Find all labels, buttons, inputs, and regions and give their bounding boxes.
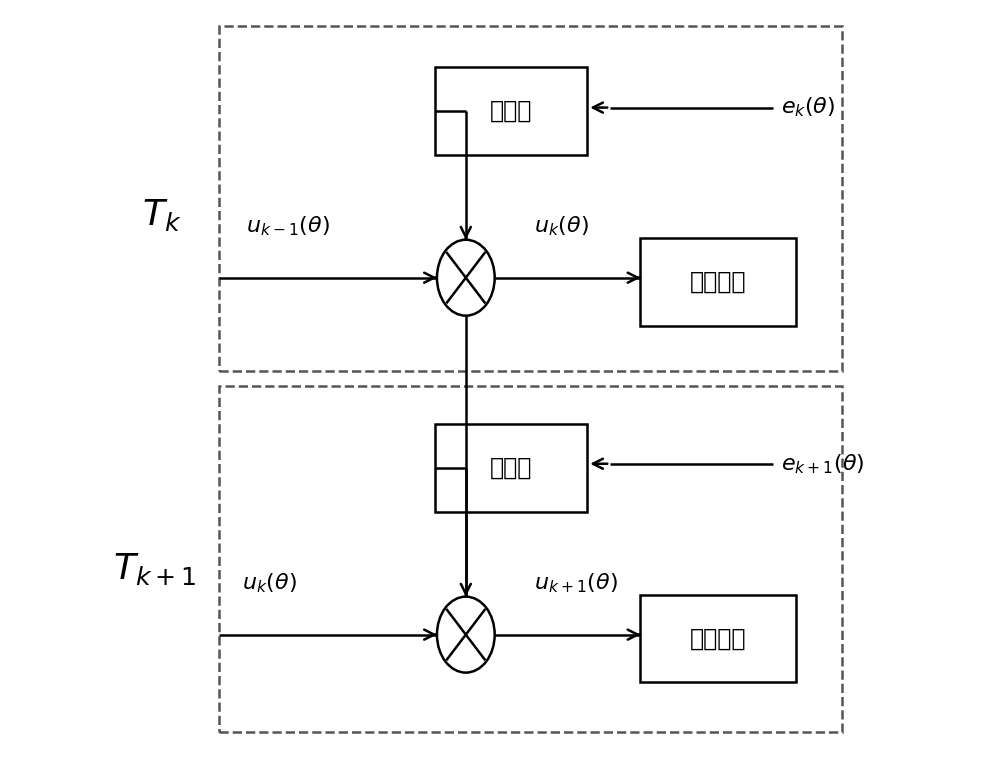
FancyBboxPatch shape	[640, 595, 796, 682]
Text: $T_{k+1}$: $T_{k+1}$	[113, 551, 196, 587]
FancyBboxPatch shape	[435, 425, 587, 512]
Ellipse shape	[437, 239, 495, 316]
FancyBboxPatch shape	[435, 67, 587, 155]
Text: $u_k(\theta)$: $u_k(\theta)$	[242, 571, 297, 595]
Text: 学习律: 学习律	[490, 456, 533, 480]
Text: $u_k(\theta)$: $u_k(\theta)$	[534, 215, 589, 238]
Ellipse shape	[437, 597, 495, 672]
Text: $T_k$: $T_k$	[142, 197, 182, 233]
Text: 学习律: 学习律	[490, 99, 533, 123]
Text: $e_k(\theta)$: $e_k(\theta)$	[781, 96, 835, 119]
Text: $e_{k+1}(\theta)$: $e_{k+1}(\theta)$	[781, 452, 864, 476]
Text: 控制系统: 控制系统	[690, 270, 747, 294]
Text: 控制系统: 控制系统	[690, 627, 747, 651]
Text: $u_{k-1}(\theta)$: $u_{k-1}(\theta)$	[246, 215, 329, 238]
Text: $u_{k+1}(\theta)$: $u_{k+1}(\theta)$	[534, 571, 618, 595]
FancyBboxPatch shape	[640, 238, 796, 326]
